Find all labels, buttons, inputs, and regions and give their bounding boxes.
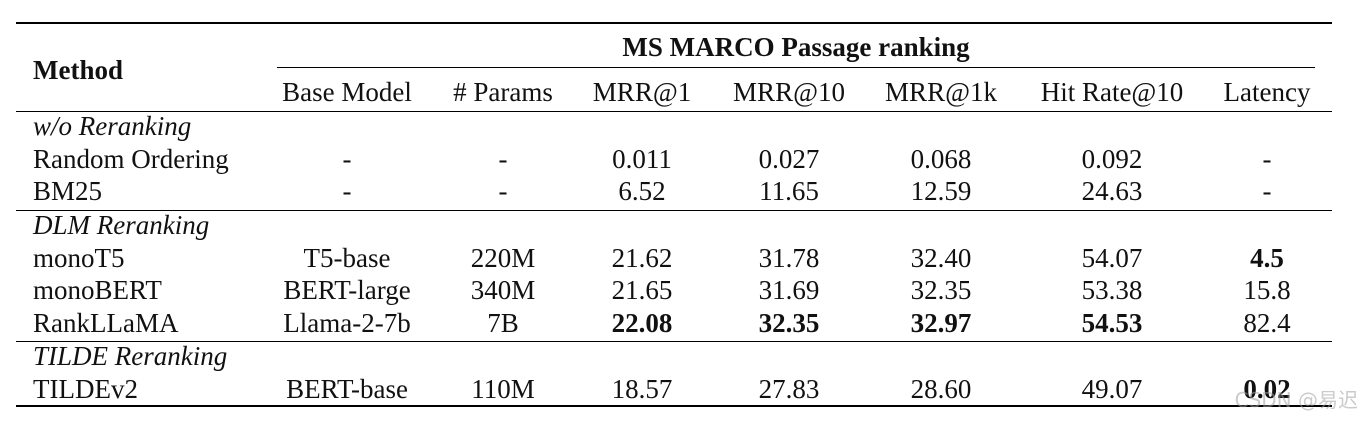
table-cell: 32.97 [910, 307, 972, 338]
col-hit-rate: Hit Rate@10 [1040, 77, 1184, 107]
table-cell: 82.4 [1243, 307, 1291, 338]
table-cell: - [342, 143, 352, 174]
table-cell: BERT-large [283, 275, 411, 305]
header-rule [16, 111, 1332, 112]
bottom-rule [16, 405, 1332, 407]
method-header: Method [33, 55, 123, 85]
table-cell: T5-base [303, 242, 391, 273]
group-header: MS MARCO Passage ranking [622, 32, 970, 62]
col-mrr10: MRR@10 [733, 77, 845, 107]
table-cell: 54.53 [1081, 307, 1143, 338]
table-cell: 54.07 [1081, 242, 1143, 273]
watermark-text: CSDN @易迟 [1234, 388, 1358, 412]
table-cell: - [498, 176, 508, 206]
table-cell: - [342, 176, 352, 206]
table-cell: 0.092 [1081, 143, 1143, 174]
table-cell: 0.068 [910, 143, 972, 174]
table-cell: 15.8 [1243, 275, 1291, 305]
table-cell: 28.60 [910, 373, 972, 404]
col-latency: Latency [1223, 77, 1311, 107]
table-cell: 12.59 [910, 176, 972, 206]
table-cell: 32.35 [910, 275, 972, 305]
table-cell: Llama-2-7b [283, 307, 411, 338]
table-cell: - [498, 143, 508, 174]
section-title: DLM Reranking [33, 210, 210, 240]
table-cell: 24.63 [1081, 176, 1143, 206]
table-cell: 31.78 [758, 242, 820, 273]
table-cell: 18.57 [611, 373, 673, 404]
table-cell: 220M [470, 242, 536, 273]
table-cell: 31.69 [758, 275, 820, 305]
table-cell: - [1262, 176, 1272, 206]
col-base-model: Base Model [282, 77, 412, 107]
table-cell: 110M [471, 373, 535, 404]
table-cell: 7B [487, 307, 519, 338]
top-rule [16, 22, 1332, 24]
group-rule [277, 67, 1315, 68]
section-rule [16, 210, 1332, 211]
col-mrr1k: MRR@1k [885, 77, 997, 107]
table-cell: BERT-base [286, 373, 408, 404]
row-method: monoT5 [33, 242, 125, 273]
table-cell: 0.027 [758, 143, 820, 174]
table-cell: 6.52 [618, 176, 666, 206]
table-cell: 49.07 [1081, 373, 1143, 404]
row-method: monoBERT [33, 275, 162, 305]
table-cell: 4.5 [1250, 242, 1284, 273]
table-cell: 22.08 [611, 307, 673, 338]
table-cell: 32.35 [758, 307, 820, 338]
col-mrr1: MRR@1 [592, 77, 692, 107]
section-title: TILDE Reranking [33, 341, 228, 371]
table-cell: 21.65 [611, 275, 673, 305]
table-cell: 0.02 [1243, 373, 1291, 404]
row-method: Random Ordering [33, 143, 229, 174]
row-method: RankLLaMA [33, 307, 179, 338]
table-cell: 53.38 [1081, 275, 1143, 305]
table-cell: 0.011 [612, 143, 672, 174]
section-title: w/o Reranking [33, 111, 192, 141]
row-method: TILDEv2 [33, 373, 138, 404]
section-rule [16, 341, 1332, 342]
table-cell: 11.65 [759, 176, 819, 206]
table-cell: 27.83 [758, 373, 820, 404]
col-params: # Params [453, 77, 553, 107]
row-method: BM25 [33, 176, 103, 206]
table-cell: - [1262, 143, 1272, 174]
table-cell: 21.62 [611, 242, 673, 273]
table-cell: 32.40 [910, 242, 972, 273]
table-cell: 340M [470, 275, 536, 305]
